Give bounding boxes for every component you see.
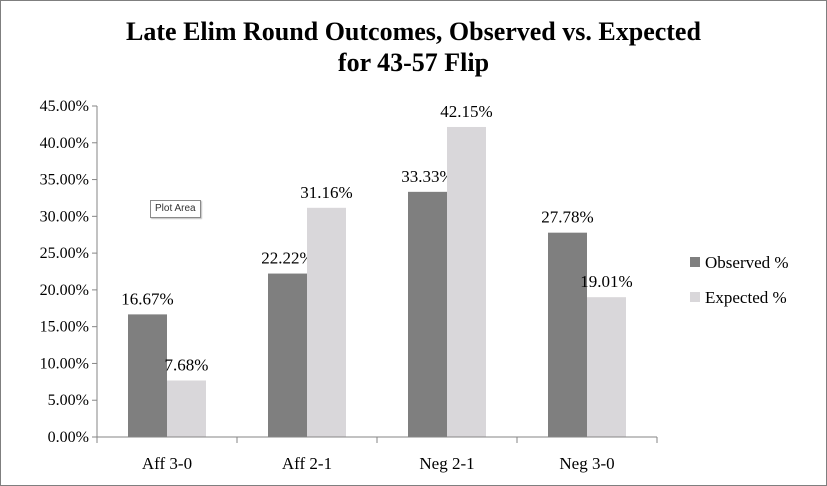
data-label: 27.78% [541, 208, 593, 227]
y-tick-label: 35.00% [40, 172, 89, 189]
y-tick-label: 10.00% [40, 355, 89, 372]
y-tick-label: 40.00% [40, 135, 89, 152]
chart-title-line-1: Late Elim Round Outcomes, Observed vs. E… [126, 17, 701, 46]
x-tick-label: Aff 3-0 [142, 454, 192, 473]
y-tick-label: 20.00% [40, 282, 89, 299]
bar-expected[interactable] [447, 126, 486, 438]
data-label: 22.22% [261, 249, 313, 268]
data-label: 33.33% [401, 167, 453, 186]
bar-observed[interactable] [548, 232, 587, 437]
bar-observed[interactable] [268, 273, 307, 437]
legend-swatch [690, 257, 700, 267]
y-tick-label: 45.00% [40, 98, 89, 115]
bar-expected[interactable] [307, 207, 346, 437]
x-tick-label: Aff 2-1 [282, 454, 332, 473]
data-label: 42.15% [440, 102, 492, 121]
legend-label: Observed % [705, 253, 789, 272]
data-label: 16.67% [121, 289, 173, 308]
x-tick-label: Neg 2-1 [419, 454, 474, 473]
x-tick-label: Neg 3-0 [559, 454, 614, 473]
bar-observed[interactable] [128, 314, 167, 437]
legend-label: Expected % [705, 288, 787, 307]
y-tick-label: 0.00% [48, 429, 89, 446]
bar-expected[interactable] [167, 380, 206, 437]
legend-swatch [690, 292, 700, 302]
y-tick-label: 25.00% [40, 245, 89, 262]
data-label: 7.68% [165, 356, 209, 375]
chart-title-line-2: for 43-57 Flip [337, 48, 490, 77]
data-label: 19.01% [580, 272, 632, 291]
plot-area-tooltip: Plot Area [150, 200, 201, 218]
y-tick-label: 30.00% [40, 208, 89, 225]
chart-title: Late Elim Round Outcomes, Observed vs. E… [0, 16, 827, 78]
bar-expected[interactable] [587, 297, 626, 437]
y-tick-label: 5.00% [48, 392, 89, 409]
data-label: 31.16% [300, 183, 352, 202]
bar-observed[interactable] [408, 191, 447, 437]
y-tick-label: 15.00% [40, 319, 89, 336]
